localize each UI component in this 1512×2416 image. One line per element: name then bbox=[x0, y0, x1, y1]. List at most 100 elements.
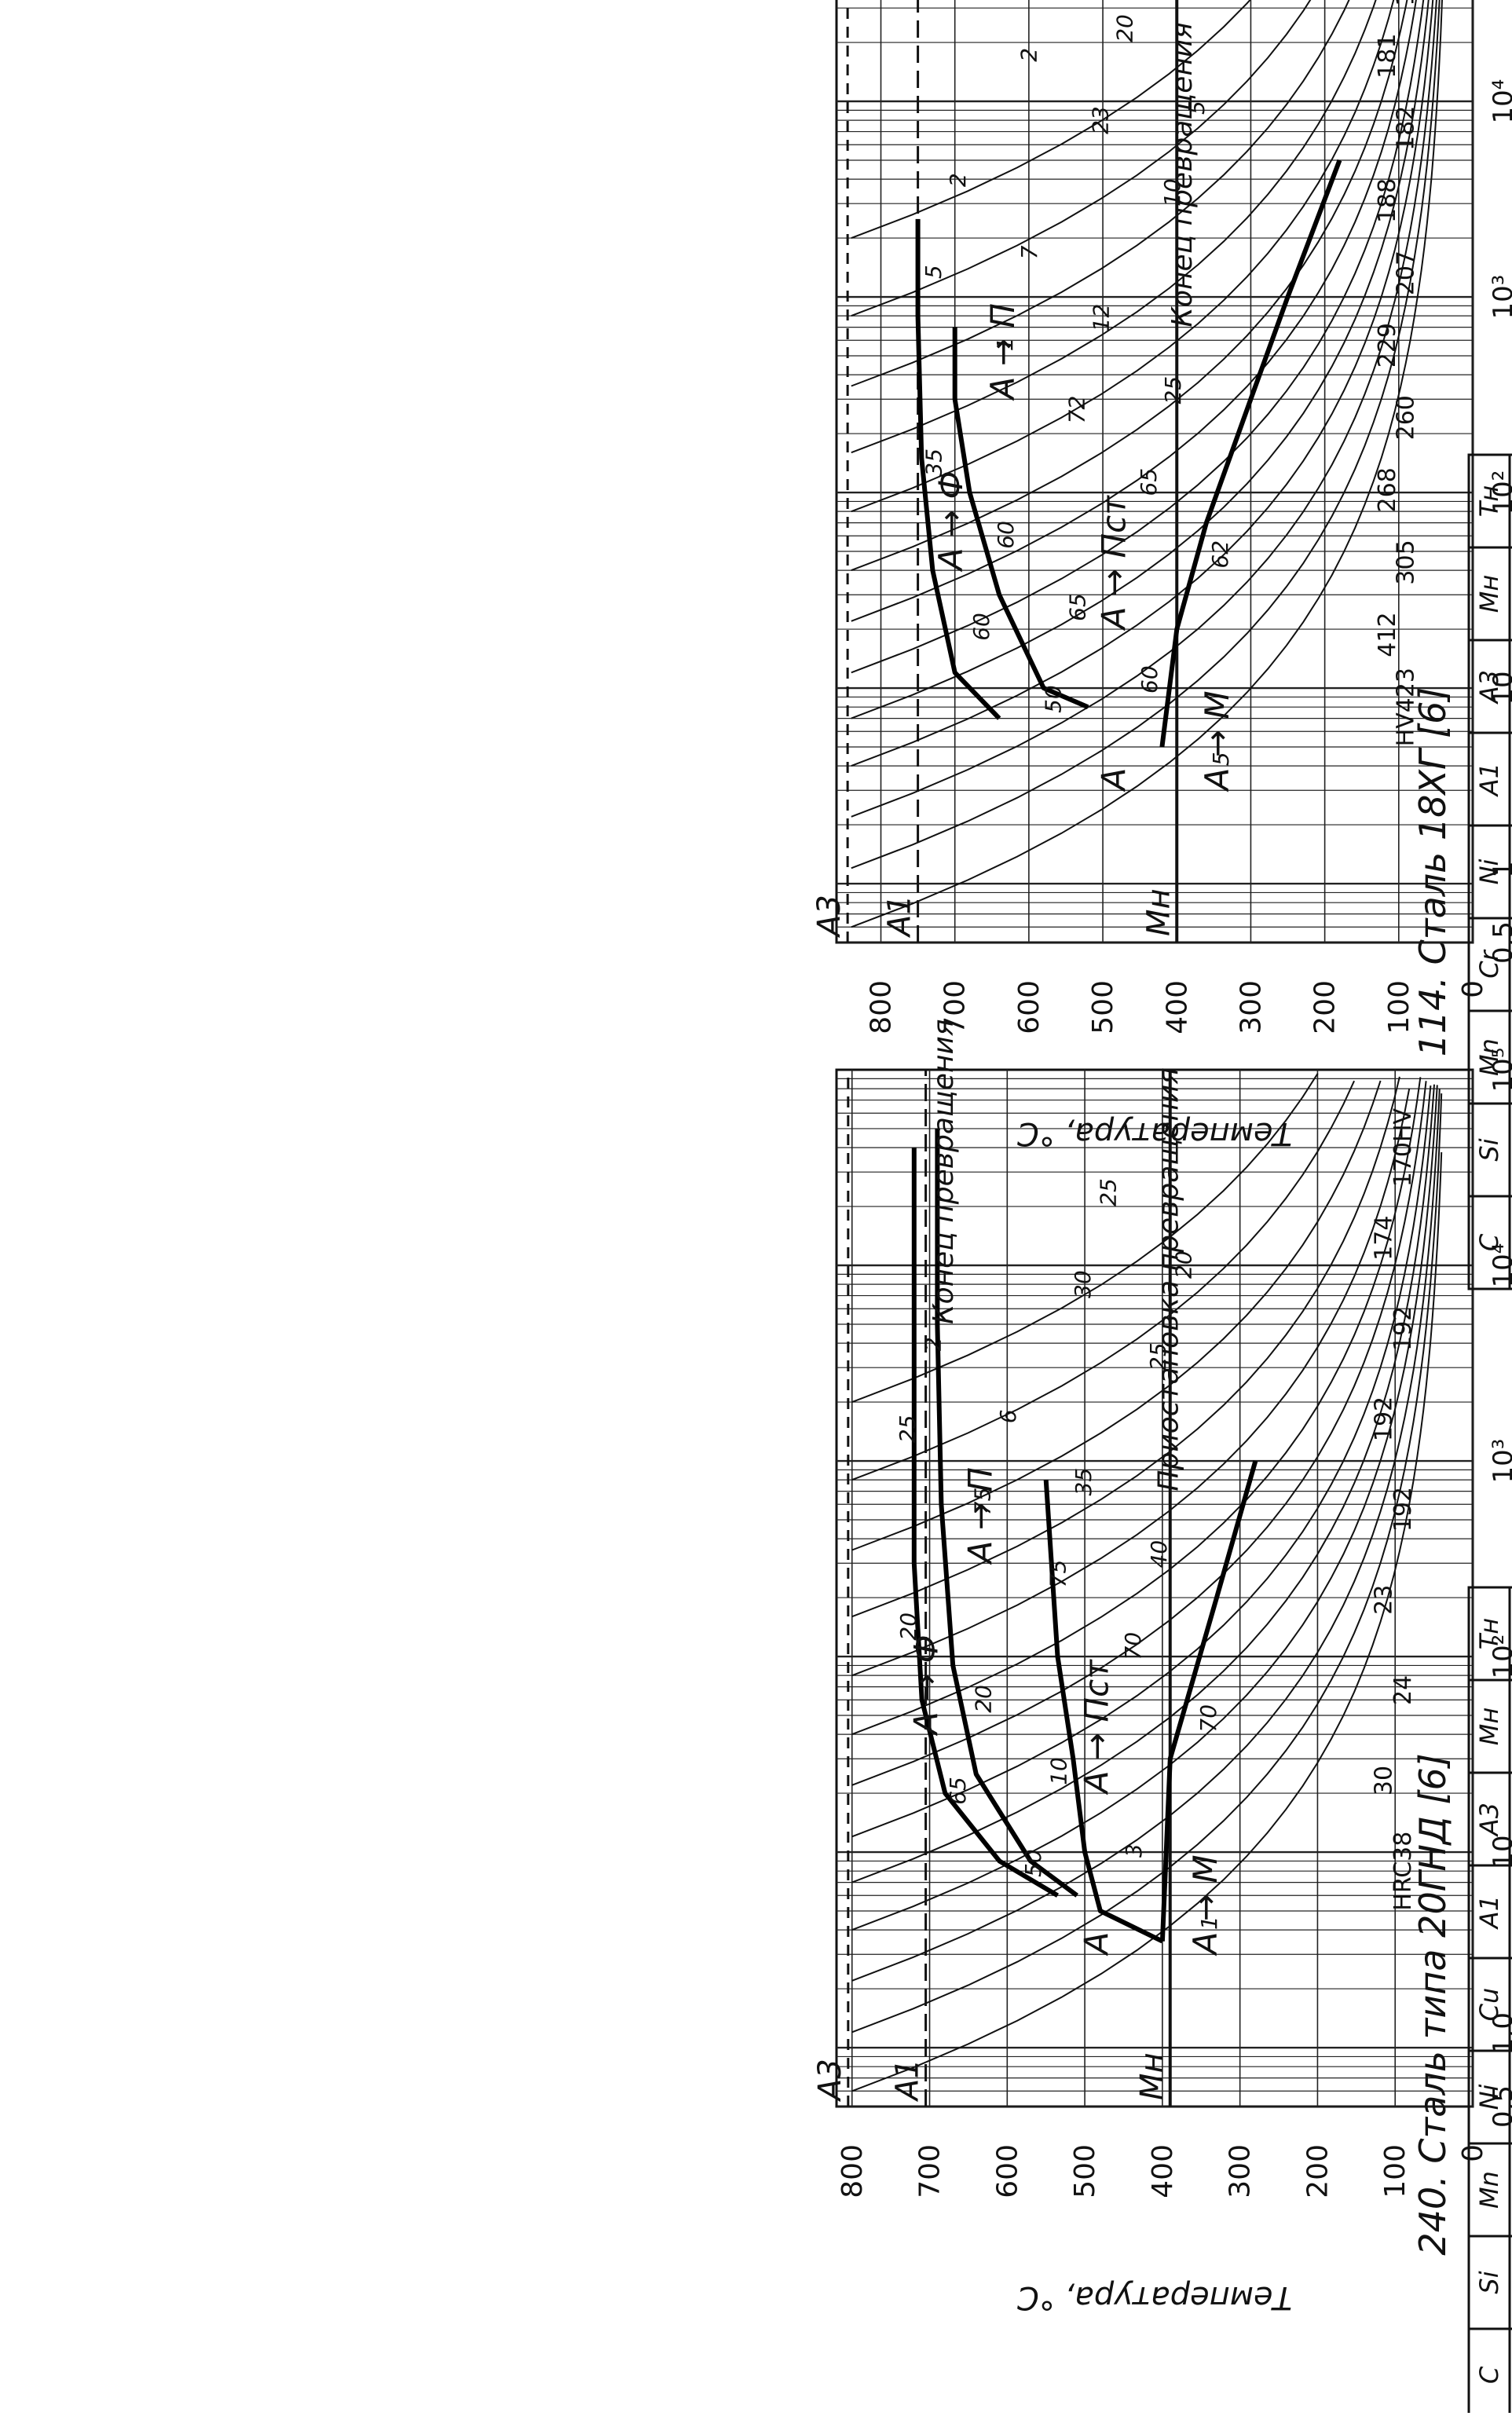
percent-label: 75 bbox=[970, 1488, 996, 1516]
cooling-curve bbox=[851, 0, 1402, 454]
percent-label: 65 bbox=[1136, 468, 1162, 496]
x-tick-label: 1 bbox=[1488, 861, 1512, 878]
transformation-curve bbox=[1159, 159, 1342, 748]
percent-label: 20 bbox=[895, 1612, 921, 1641]
y-tick-label: 600 bbox=[991, 2144, 1023, 2198]
percent-label: 25 bbox=[1160, 376, 1186, 404]
table-value-cell bbox=[1508, 1864, 1512, 1960]
x-tick-label: 10³ bbox=[1488, 275, 1512, 320]
table-value-cell bbox=[1508, 2142, 1512, 2238]
transformation-curve bbox=[915, 218, 1001, 720]
cooling-curve bbox=[851, 0, 1422, 572]
percent-label: 2 bbox=[920, 1337, 946, 1351]
critical-line-label: A3 bbox=[812, 2059, 848, 2103]
cooling-curve bbox=[851, 1089, 1441, 1982]
percent-label: 35 bbox=[921, 448, 947, 477]
y-tick-label: 500 bbox=[1087, 980, 1119, 1034]
y-tick-label: 400 bbox=[1147, 2144, 1179, 2198]
x-tick-label: 0,5 bbox=[1488, 921, 1512, 964]
percent-label: 3 bbox=[1121, 1843, 1147, 1858]
table-value-cell bbox=[1508, 917, 1512, 1012]
percent-label: 60 bbox=[993, 521, 1019, 549]
percent-label: 35 bbox=[1071, 1468, 1096, 1496]
hardness-label: 192 bbox=[1389, 1487, 1417, 1532]
x-tick-label: 1,0 bbox=[1488, 2012, 1512, 2055]
x-tick-label: 10³ bbox=[1488, 1439, 1512, 1484]
region-label: Конец превращения bbox=[1166, 22, 1199, 328]
hardness-label: 192 bbox=[1370, 1397, 1397, 1441]
table-header-text: Si bbox=[1474, 1138, 1504, 1161]
table-header-text: Ni bbox=[1474, 2084, 1504, 2110]
y-tick-label: 700 bbox=[939, 980, 972, 1034]
percent-label: 1 bbox=[1196, 1916, 1222, 1930]
percent-label: 50 bbox=[1020, 1849, 1046, 1877]
table-value-cell bbox=[1508, 731, 1512, 827]
table-value-cell bbox=[1508, 1195, 1512, 1290]
y-tick-label: 300 bbox=[1235, 980, 1267, 1034]
percent-label: 5 bbox=[1184, 101, 1210, 115]
region-label: A bbox=[1078, 1931, 1116, 1957]
cooling-curve bbox=[851, 0, 1442, 818]
table-value-cell bbox=[1508, 453, 1512, 549]
percent-label: 60 bbox=[1137, 665, 1162, 694]
table-header-text: Cr bbox=[1474, 949, 1504, 978]
critical-line-label: A1 bbox=[882, 895, 918, 939]
cooling-curve bbox=[851, 0, 1320, 240]
table-header-text: A3 bbox=[1474, 1803, 1504, 1837]
region-label: A bbox=[1094, 767, 1133, 793]
table-header-text: Mn bbox=[1474, 1038, 1504, 1076]
transformation-curve bbox=[911, 1148, 1060, 1898]
percent-label: 50 bbox=[1040, 685, 1066, 713]
chart-20gnd: 0 100 200 300 400 500 600 700 800 0,5 1,0 10 10² 10³ 1… bbox=[812, 1019, 1512, 2416]
percent-label: 6 bbox=[995, 1409, 1021, 1423]
region-label: A → Пст bbox=[1078, 1659, 1116, 1796]
table-value-cell bbox=[1508, 2049, 1512, 2145]
y-tick-label: 100 bbox=[1379, 2144, 1411, 2198]
cooling-curve bbox=[851, 1076, 1400, 1618]
table-header-text: Si bbox=[1474, 2271, 1504, 2293]
cooling-curve bbox=[851, 0, 1428, 622]
table-value-cell bbox=[1508, 2235, 1512, 2330]
y-tick-label: 400 bbox=[1161, 980, 1193, 1034]
table-header-text: A1 bbox=[1474, 763, 1504, 797]
cooling-curve bbox=[851, 1093, 1443, 2033]
cooling-curve bbox=[851, 1085, 1438, 1931]
y-tick-label: 500 bbox=[1069, 2144, 1101, 2198]
cooling-curve bbox=[851, 0, 1356, 317]
y-tick-label: 600 bbox=[1013, 980, 1045, 1034]
y-tick-label: 100 bbox=[1383, 980, 1415, 1034]
hardness-label: 165 bbox=[1393, 0, 1420, 6]
hardness-label: 229 bbox=[1374, 323, 1401, 368]
table-header-text: A1 bbox=[1474, 1895, 1504, 1930]
percent-label: 75 bbox=[1045, 1560, 1071, 1588]
percent-label: 5 bbox=[1208, 752, 1234, 766]
cooling-curve bbox=[851, 0, 1411, 513]
hardness-label: 24 bbox=[1389, 1675, 1417, 1705]
percent-label: 10 bbox=[1045, 1757, 1071, 1785]
hardness-label: 30 bbox=[1370, 1766, 1397, 1796]
y-tick-label: 800 bbox=[866, 980, 898, 1034]
percent-label: 20 bbox=[1170, 1250, 1196, 1279]
percent-label: 5 bbox=[921, 265, 946, 279]
region-label: Приостановка превращения bbox=[1153, 1067, 1185, 1492]
cooling-curve bbox=[851, 1080, 1382, 1551]
percent-label: 72 bbox=[1064, 396, 1090, 424]
percent-label: 20 bbox=[1112, 14, 1138, 42]
transformation-curve bbox=[952, 327, 1089, 709]
percent-label: 70 bbox=[1195, 1704, 1221, 1733]
table-header-text: Mн bbox=[1474, 575, 1504, 613]
hardness-label: 207 bbox=[1393, 251, 1420, 295]
percent-label: 70 bbox=[1120, 1632, 1146, 1660]
percent-label: 2 bbox=[945, 173, 971, 187]
percent-label: 25 bbox=[1145, 1342, 1171, 1371]
x-tick-label: 10² bbox=[1488, 1634, 1512, 1679]
region-label: A → П bbox=[961, 1467, 1000, 1565]
cooling-curve bbox=[851, 0, 1437, 719]
transformation-curve bbox=[1159, 1460, 1258, 1942]
cooling-curve bbox=[851, 1077, 1422, 1736]
cooling-curve bbox=[851, 1151, 1443, 2092]
transformation-curve bbox=[1043, 1479, 1164, 1944]
chart-title: 240. Сталь типа 20ГНД [6] bbox=[1411, 1753, 1454, 2255]
critical-line-label: Mн bbox=[1134, 2052, 1170, 2100]
